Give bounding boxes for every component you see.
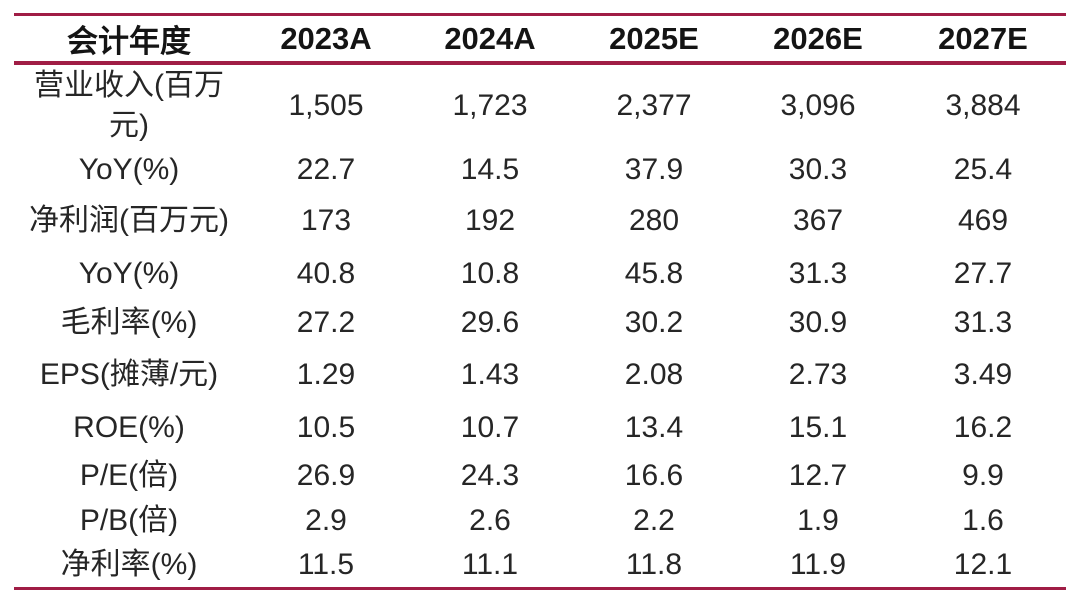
row-label: 营业收入(百万元) — [34, 68, 224, 143]
column-header-fiscal-year: 会计年度 — [67, 24, 191, 59]
cell-value: 16.2 — [953, 410, 1013, 444]
cell-value: 11.9 — [789, 548, 847, 581]
cell-value: 2.2 — [633, 504, 675, 538]
cell-value: 15.1 — [788, 410, 848, 444]
cell-value: 1.43 — [460, 357, 520, 391]
cell-value: 13.4 — [624, 410, 684, 444]
row-label: YoY(%) — [78, 256, 180, 290]
table-row-revenue: 营业收入(百万元) 1,505 1,723 2,377 3,096 3,884 — [14, 63, 1066, 147]
table-row-roe: ROE(%) 10.5 10.7 13.4 15.1 16.2 — [14, 403, 1066, 453]
cell-value: 2.9 — [305, 504, 347, 538]
cell-value: 1.9 — [797, 504, 839, 538]
row-label: 毛利率(%) — [60, 305, 198, 339]
cell-value: 30.2 — [624, 305, 684, 339]
cell-value: 45.8 — [624, 256, 684, 290]
column-header-2024a: 2024A — [444, 20, 536, 56]
row-label: P/B(倍) — [79, 504, 179, 538]
cell-value: 173 — [300, 203, 352, 237]
cell-value: 2.6 — [469, 504, 511, 538]
cell-value: 40.8 — [296, 256, 356, 290]
cell-value: 24.3 — [460, 458, 520, 492]
table-row-net-margin: 净利率(%) 11.5 11.1 11.8 11.9 12.1 — [14, 544, 1066, 588]
cell-value: 30.9 — [788, 305, 848, 339]
row-label: EPS(摊薄/元) — [39, 357, 219, 391]
cell-value: 469 — [957, 203, 1009, 237]
cell-value: 10.7 — [460, 410, 520, 444]
cell-value: 30.3 — [788, 152, 848, 186]
cell-value: 11.1 — [461, 548, 519, 581]
table-row-revenue-yoy: YoY(%) 22.7 14.5 37.9 30.3 25.4 — [14, 147, 1066, 193]
cell-value: 3,096 — [780, 88, 856, 122]
cell-value: 22.7 — [296, 152, 356, 186]
cell-value: 27.7 — [953, 256, 1013, 290]
cell-value: 14.5 — [460, 152, 520, 186]
row-label: 净利率(%) — [60, 548, 198, 581]
cell-value: 2,377 — [616, 88, 692, 122]
table-row-net-profit: 净利润(百万元) 173 192 280 367 469 — [14, 193, 1066, 249]
column-header-2025e: 2025E — [609, 20, 699, 56]
cell-value: 12.1 — [953, 548, 1013, 581]
cell-value: 1.29 — [296, 357, 356, 391]
table-row-pb: P/B(倍) 2.9 2.6 2.2 1.9 1.6 — [14, 499, 1066, 544]
cell-value: 3,884 — [945, 88, 1021, 122]
cell-value: 31.3 — [788, 256, 848, 290]
financial-forecast-table: 会计年度 2023A 2024A 2025E 2026E 2027E 营业收入(… — [14, 13, 1066, 590]
column-header-2027e: 2027E — [938, 20, 1028, 56]
cell-value: 10.8 — [460, 256, 520, 290]
cell-value: 280 — [628, 203, 680, 237]
cell-value: 37.9 — [624, 152, 684, 186]
table-row-gross-margin: 毛利率(%) 27.2 29.6 30.2 30.9 31.3 — [14, 299, 1066, 347]
column-header-2023a: 2023A — [280, 20, 372, 56]
row-label: P/E(倍) — [79, 458, 179, 492]
table-row-net-profit-yoy: YoY(%) 40.8 10.8 45.8 31.3 27.7 — [14, 249, 1066, 299]
row-label: ROE(%) — [73, 410, 185, 444]
cell-value: 2.08 — [624, 357, 684, 391]
row-label: YoY(%) — [78, 152, 180, 186]
table-row-eps: EPS(摊薄/元) 1.29 1.43 2.08 2.73 3.49 — [14, 347, 1066, 403]
cell-value: 29.6 — [460, 305, 520, 339]
cell-value: 25.4 — [953, 152, 1013, 186]
cell-value: 26.9 — [296, 458, 356, 492]
cell-value: 1,505 — [288, 88, 364, 122]
header-row: 会计年度 2023A 2024A 2025E 2026E 2027E — [14, 14, 1066, 63]
table-body: 营业收入(百万元) 1,505 1,723 2,377 3,096 3,884 … — [14, 63, 1066, 588]
cell-value: 16.6 — [624, 458, 684, 492]
cell-value: 12.7 — [788, 458, 848, 492]
cell-value: 1.6 — [962, 504, 1004, 538]
cell-value: 3.49 — [953, 357, 1013, 391]
cell-value: 9.9 — [962, 458, 1004, 492]
cell-value: 31.3 — [953, 305, 1013, 339]
table-row-pe: P/E(倍) 26.9 24.3 16.6 12.7 9.9 — [14, 453, 1066, 499]
cell-value: 27.2 — [296, 305, 356, 339]
cell-value: 1,723 — [452, 88, 528, 122]
cell-value: 10.5 — [296, 410, 356, 444]
cell-value: 367 — [792, 203, 844, 237]
column-header-2026e: 2026E — [773, 20, 863, 56]
cell-value: 192 — [464, 203, 516, 237]
cell-value: 11.8 — [625, 548, 683, 581]
cell-value: 11.5 — [297, 548, 355, 581]
row-label: 净利润(百万元) — [29, 203, 229, 237]
cell-value: 2.73 — [788, 357, 848, 391]
table-header: 会计年度 2023A 2024A 2025E 2026E 2027E — [14, 14, 1066, 63]
